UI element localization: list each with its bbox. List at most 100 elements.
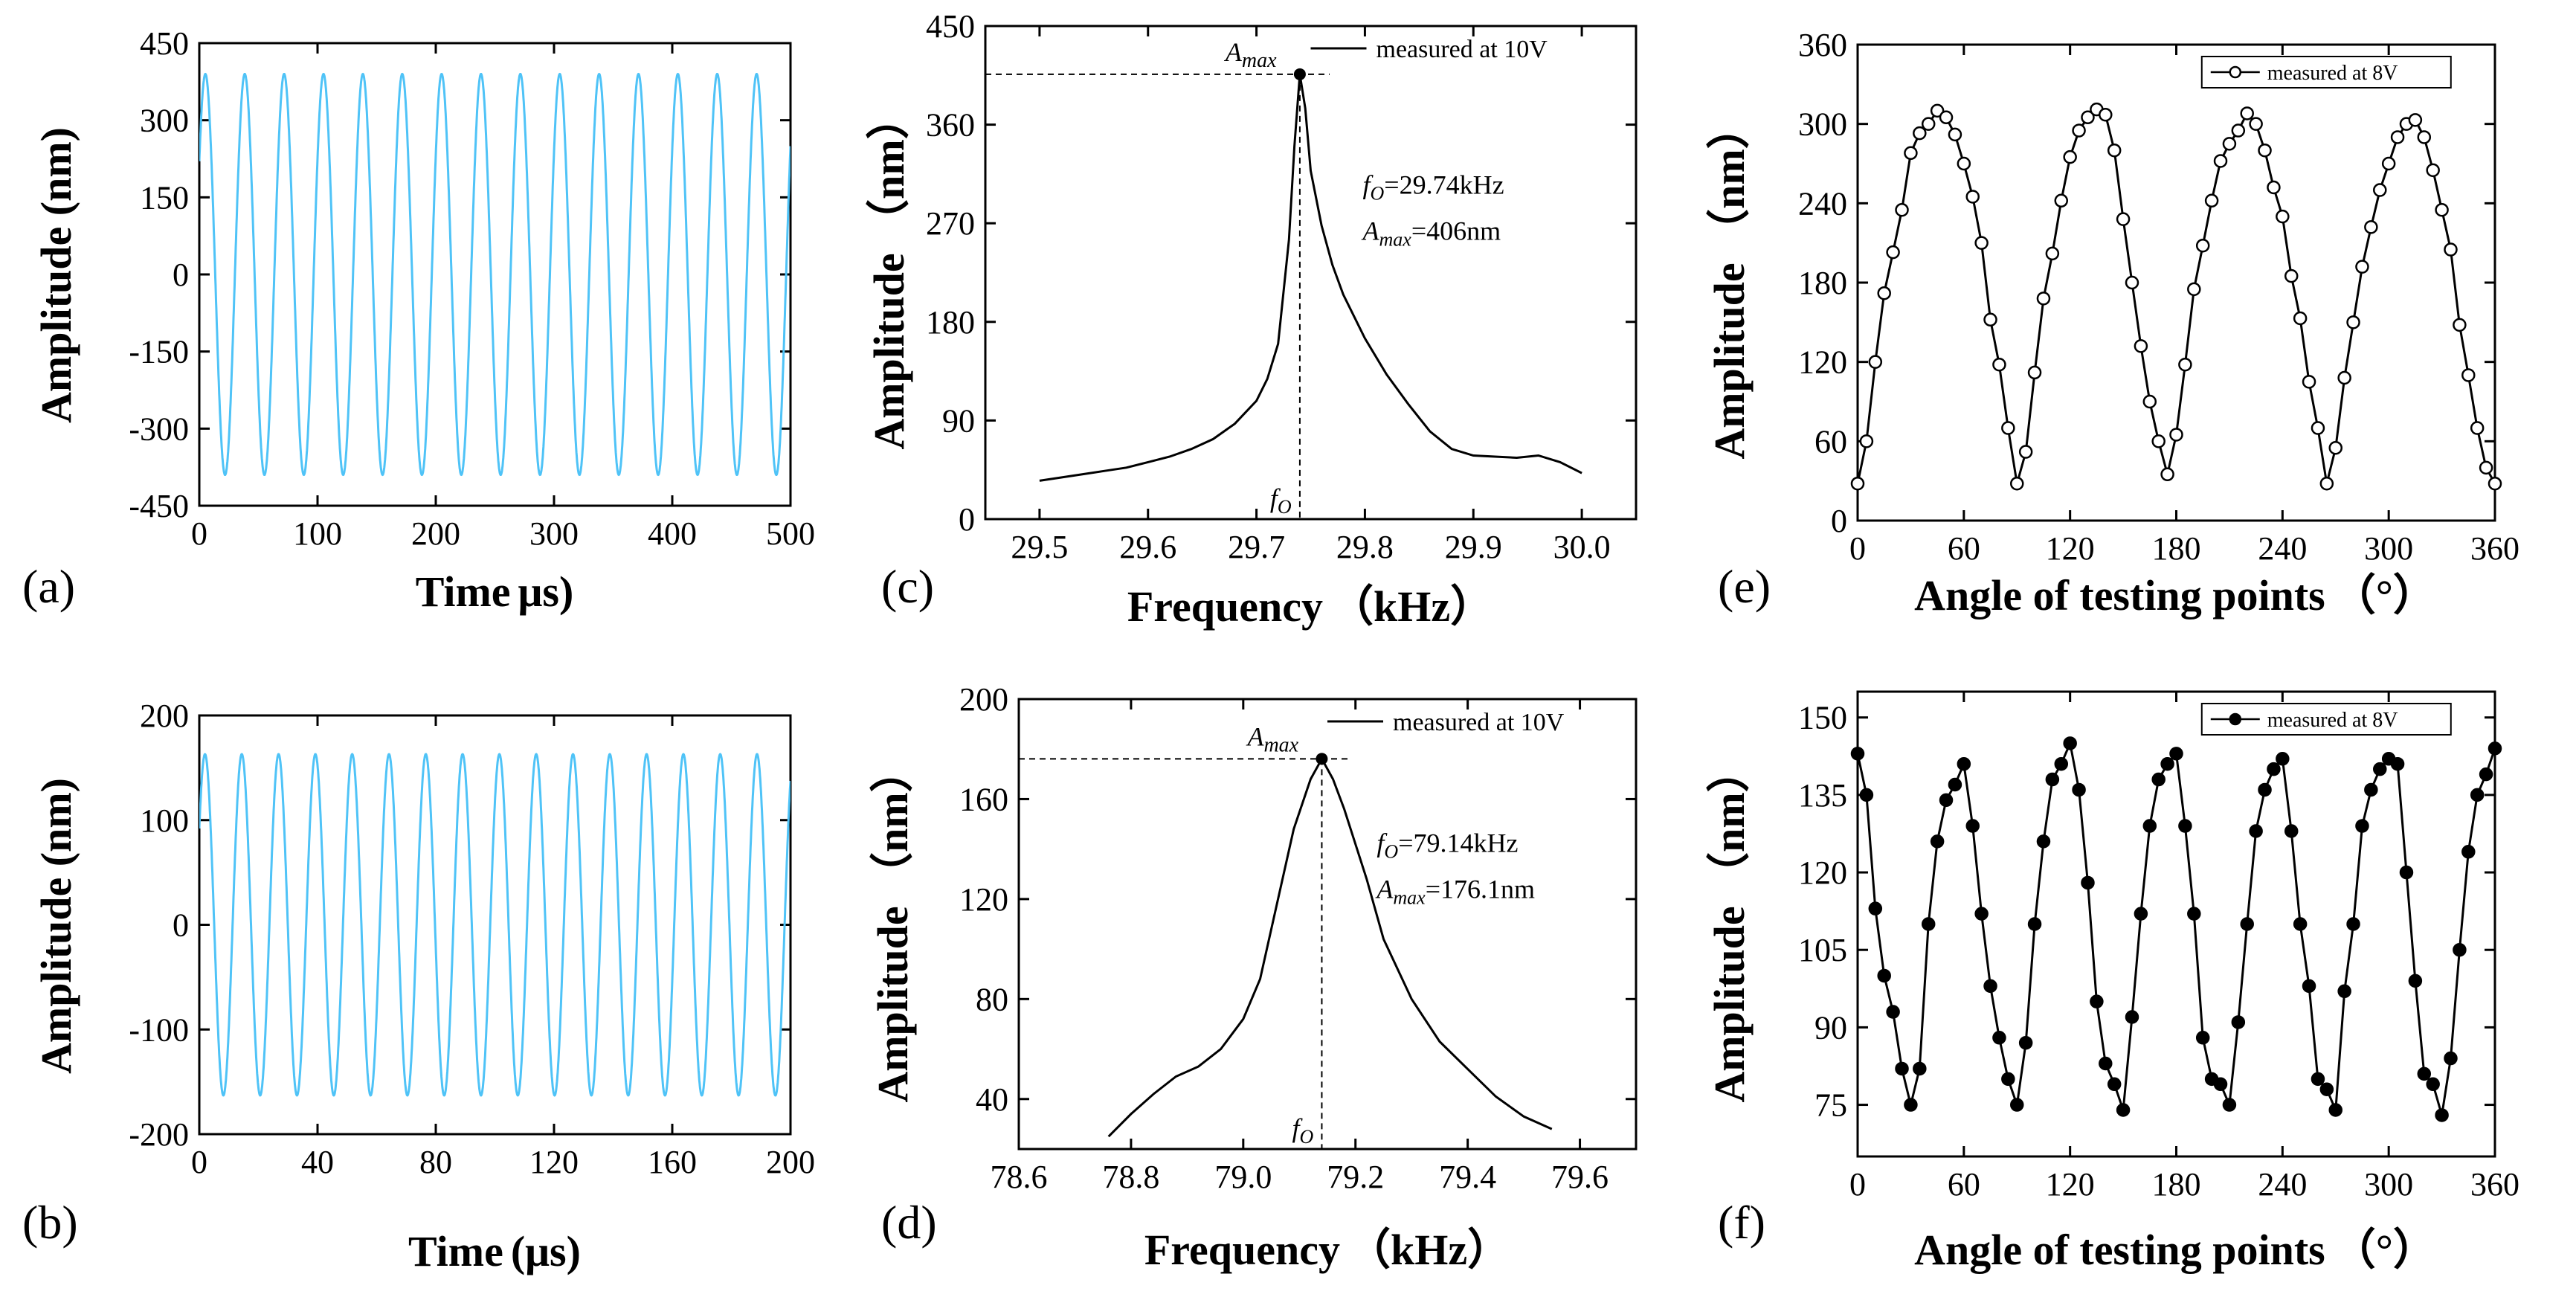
data-point	[2461, 845, 2476, 859]
panel-f: 0 60 120 180 240 300 360 75 90 105 120 135 150 Angle …	[1705, 690, 2519, 1274]
x-tick-label: 300	[2364, 530, 2413, 567]
data-point	[2293, 311, 2308, 326]
amax-label: Amax	[1246, 721, 1298, 756]
x-tick-label: 300	[529, 515, 579, 552]
data-point	[2099, 1056, 2113, 1071]
y-tick-label: 120	[959, 881, 1008, 918]
series-line	[199, 753, 790, 1097]
y-tick-label: 0	[1831, 503, 1847, 539]
data-point	[2453, 942, 2467, 957]
data-point	[2373, 183, 2387, 197]
data-point	[2408, 113, 2423, 127]
plot-frame	[1017, 698, 1638, 1151]
data-point	[2399, 865, 2414, 880]
legend-text: measured at 10V	[1393, 709, 1565, 736]
data-point	[1983, 979, 1997, 994]
data-point	[2010, 1098, 2024, 1112]
x-tick-label: 79.0	[1214, 1159, 1272, 1195]
data-point	[1939, 110, 1954, 125]
data-point	[1974, 236, 1989, 250]
y-tick-label: 180	[1798, 265, 1847, 301]
panel-b: 0 40 80 120 160 200 -200 -100 0 100 200 Time (μs) Amp…	[22, 698, 815, 1275]
data-point	[2151, 772, 2166, 787]
fo-label: fO	[1270, 483, 1292, 518]
y-tick-label: 150	[1798, 700, 1847, 736]
y-tick-label: 450	[926, 8, 975, 45]
data-point	[2346, 917, 2360, 931]
data-point	[2178, 357, 2192, 372]
amax-value: Amax=406nm	[1362, 216, 1501, 250]
data-point	[1895, 1061, 1909, 1076]
data-point	[1850, 476, 1865, 491]
data-point	[2169, 428, 2183, 442]
data-point	[1886, 245, 1900, 260]
data-point	[2134, 339, 2148, 353]
data-point	[1930, 103, 1945, 118]
y-axis-label: Amplitude （nm）	[865, 96, 913, 449]
data-point	[2116, 212, 2131, 226]
data-point	[2470, 421, 2485, 435]
y-axis-label: Amplitude (nm)	[32, 778, 80, 1074]
amax-label: Amax	[1224, 37, 1277, 72]
x-axis-label-unit: (μs)	[511, 1227, 581, 1275]
data-point	[2461, 368, 2476, 382]
data-point	[2488, 741, 2502, 756]
data-point	[2417, 1066, 2432, 1081]
data-point	[2081, 875, 2095, 890]
y-tick-label: 105	[1798, 932, 1847, 968]
x-tick-label: 78.8	[1102, 1159, 1159, 1195]
panel-label: (d)	[881, 1196, 937, 1249]
data-point	[2276, 752, 2290, 766]
data-point	[2408, 974, 2423, 988]
data-point	[2160, 756, 2174, 771]
x-tick-label: 60	[1948, 1166, 1980, 1203]
y-tick-label: 90	[1815, 1009, 1847, 1046]
data-point	[2072, 782, 2086, 797]
data-point	[1913, 1061, 1927, 1076]
data-point	[2479, 767, 2493, 782]
data-point	[2134, 907, 2148, 921]
panel-label: (f)	[1718, 1196, 1765, 1249]
data-point	[2195, 1031, 2210, 1045]
y-tick-label: 360	[1798, 27, 1847, 63]
data-point	[2160, 467, 2174, 482]
x-tick-label: 0	[1849, 530, 1866, 567]
data-point	[2125, 1010, 2139, 1024]
data-point	[2107, 1077, 2122, 1092]
y-tick-label: 0	[959, 501, 975, 538]
y-tick-label: 270	[926, 205, 975, 242]
x-tick-label: 100	[293, 515, 342, 552]
data-point	[2346, 315, 2360, 329]
data-point	[1877, 968, 1891, 983]
data-point	[2373, 762, 2387, 776]
data-point	[1930, 834, 1945, 849]
data-point	[2284, 268, 2299, 283]
x-tick-label: 120	[2046, 1166, 2095, 1203]
y-tick-label: 200	[959, 681, 1008, 718]
data-point	[2337, 370, 2351, 385]
legend-text: measured at 10V	[1376, 36, 1548, 63]
data-point	[1895, 202, 1909, 217]
data-point	[1965, 190, 1980, 204]
data-point	[2054, 193, 2069, 208]
data-point	[2240, 106, 2254, 120]
y-tick-label: 80	[976, 981, 1008, 1017]
y-tick-label: -100	[129, 1011, 189, 1048]
data-point	[2036, 292, 2051, 306]
data-point	[2018, 445, 2033, 459]
x-tick-label: 40	[301, 1144, 334, 1180]
data-point	[1965, 819, 1980, 833]
x-axis-label-main: Time	[408, 1227, 503, 1275]
x-axis-label-main: Angle of testing points	[1914, 571, 2325, 620]
y-axis-label: Amplitude (nm)	[32, 127, 80, 423]
y-tick-label: 0	[173, 907, 189, 944]
data-point	[2018, 1035, 2033, 1050]
data-point	[2319, 476, 2334, 491]
x-tick-label: 29.8	[1336, 529, 1394, 565]
data-point	[2258, 782, 2272, 797]
data-point	[2187, 282, 2201, 297]
plot-frame	[1856, 43, 2496, 522]
x-axis-label: Frequency （kHz）	[1144, 1226, 1510, 1274]
data-point	[1868, 901, 1883, 916]
